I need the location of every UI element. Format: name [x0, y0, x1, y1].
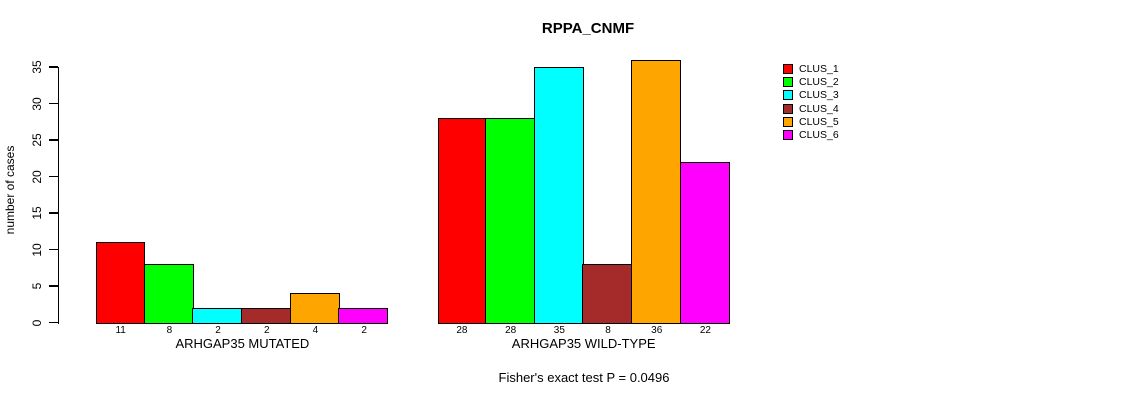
bar: [338, 307, 389, 324]
bar-value-label: 28: [505, 325, 517, 336]
bar-value-label: 2: [215, 325, 221, 336]
legend-item: CLUS_6: [783, 128, 839, 141]
bar: [630, 59, 682, 324]
bar-value-label: 28: [456, 325, 468, 336]
y-axis-line: [57, 67, 59, 324]
y-axis-tick-label: 0: [30, 319, 44, 326]
bar: [240, 307, 292, 324]
legend-label: CLUS_6: [799, 129, 839, 142]
legend-item: CLUS_1: [783, 62, 839, 75]
legend-swatch-icon: [783, 90, 793, 101]
legend-label: CLUS_2: [799, 75, 839, 88]
fisher-test-annotation: Fisher's exact test P = 0.0496: [498, 370, 670, 385]
y-axis-tick-label: 5: [30, 282, 44, 290]
legend-item: CLUS_4: [783, 102, 839, 115]
y-axis-label: number of cases: [3, 145, 17, 235]
bar-value-label: 35: [553, 325, 565, 336]
legend-swatch-icon: [783, 76, 793, 87]
bar: [192, 307, 243, 324]
y-axis-tick-label: 25: [30, 133, 44, 147]
bar-value-label: 2: [263, 325, 270, 336]
legend-label: CLUS_3: [799, 89, 839, 102]
bar-value-label: 8: [166, 325, 173, 336]
legend-item: CLUS_2: [783, 75, 839, 88]
y-axis-tick-label: 10: [30, 242, 44, 257]
legend-label: CLUS_4: [799, 102, 839, 115]
bar: [484, 118, 535, 324]
y-axis-tick: [48, 212, 58, 214]
bar: [289, 293, 340, 324]
legend-swatch-icon: [783, 130, 793, 141]
group-axis-label: ARHGAP35 MUTATED: [175, 336, 310, 351]
y-axis-tick: [48, 321, 58, 324]
chart-title: RPPA_CNMF: [541, 20, 635, 37]
bar-value-label: 11: [115, 325, 126, 336]
legend-swatch-icon: [783, 116, 793, 127]
legend-label: CLUS_1: [799, 62, 839, 75]
y-axis-tick: [48, 139, 58, 141]
bar-value-label: 8: [605, 325, 611, 336]
y-axis-tick-label: 20: [30, 169, 44, 184]
y-axis-tick: [48, 102, 58, 105]
legend-item: CLUS_3: [783, 89, 839, 102]
legend-label: CLUS_5: [799, 115, 839, 128]
bar-value-label: 36: [651, 325, 663, 336]
bar: [437, 118, 487, 324]
bar: [582, 264, 633, 324]
y-axis-tick-label: 35: [30, 60, 44, 74]
legend-swatch-icon: [783, 103, 793, 114]
legend-swatch-icon: [783, 63, 793, 74]
bar-value-label: 22: [699, 325, 711, 336]
y-axis-tick-label: 30: [30, 96, 44, 111]
y-axis-tick: [48, 175, 58, 178]
bar: [679, 161, 730, 324]
y-axis-tick: [48, 248, 58, 251]
legend-item: CLUS_5: [783, 115, 839, 128]
legend: CLUS_1 CLUS_2 CLUS_3 CLUS_4 CLUS_5 CLUS_6: [783, 62, 839, 142]
y-axis-tick: [48, 285, 58, 287]
bar-value-label: 4: [312, 325, 319, 336]
bar: [143, 264, 194, 324]
y-axis-tick-label: 15: [30, 206, 44, 220]
y-axis-tick: [48, 66, 58, 68]
group-axis-label: ARHGAP35 WILD-TYPE: [511, 336, 656, 351]
bar-value-label: 2: [361, 325, 367, 336]
bar: [533, 67, 584, 324]
bar: [96, 242, 145, 324]
